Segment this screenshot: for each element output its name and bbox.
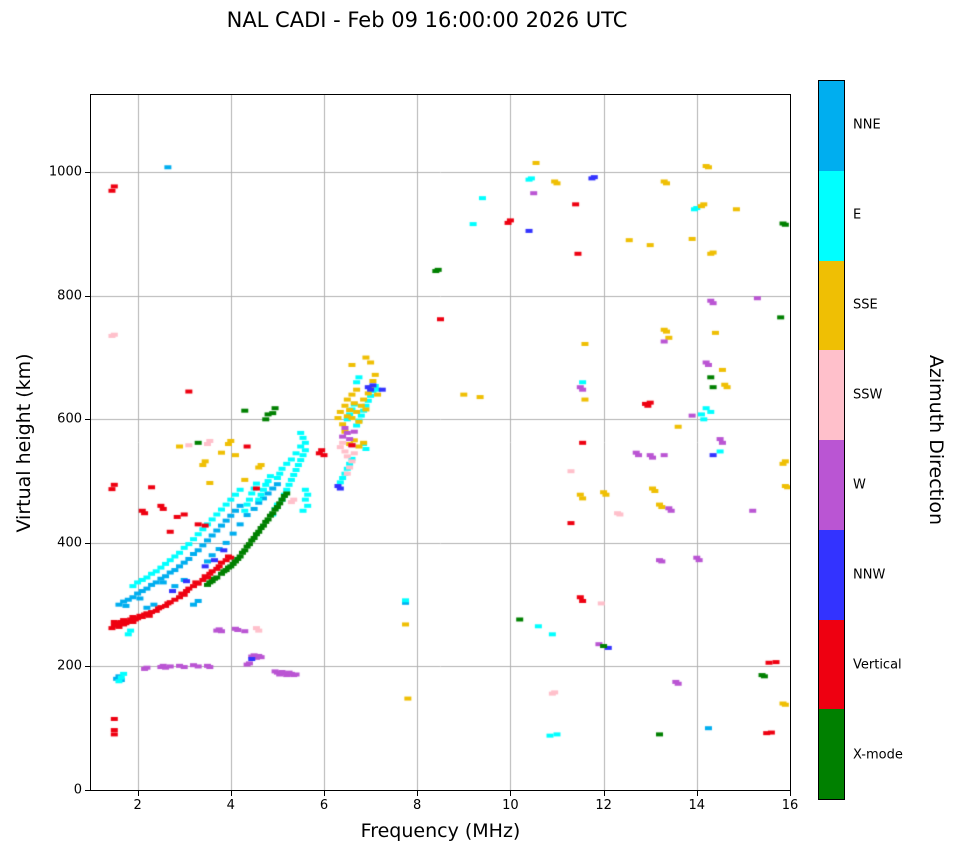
y-tick-label: 200 (57, 658, 82, 674)
x-tick-label: 12 (595, 798, 612, 813)
x-tick-mark (790, 791, 791, 796)
x-tick-label: 8 (413, 798, 422, 813)
colorbar-tick-label: SSW (853, 387, 883, 403)
colorbar (818, 80, 845, 800)
y-tick-mark (85, 172, 90, 174)
y-tick-mark (85, 295, 90, 297)
x-tick-mark (603, 791, 605, 796)
colorbar-tick-label: Vertical (853, 657, 902, 673)
y-tick-mark (85, 542, 90, 544)
x-tick-label: 4 (226, 798, 235, 813)
x-tick-mark (137, 791, 139, 796)
colorbar-segment-nnw (819, 529, 844, 620)
y-tick-label: 0 (73, 782, 82, 798)
x-tick-mark (696, 791, 698, 796)
y-tick-label: 1000 (48, 164, 82, 180)
y-tick-label: 600 (57, 411, 82, 427)
x-tick-label: 6 (319, 798, 329, 813)
x-tick-mark (417, 791, 419, 796)
x-tick-mark (230, 791, 232, 796)
colorbar-tick-label: W (853, 477, 866, 493)
plot-area (90, 94, 791, 791)
colorbar-segment-vertical (819, 619, 844, 710)
x-tick-mark (510, 791, 512, 796)
y-tick-mark (85, 790, 90, 791)
scatter-canvas (91, 95, 790, 790)
y-tick-label: 800 (57, 288, 82, 304)
x-axis-label: Frequency (MHz) (360, 820, 521, 842)
y-axis-label: Virtual height (km) (13, 353, 35, 533)
colorbar-tick-label: NNW (853, 567, 886, 583)
colorbar-segment-ssw (819, 350, 844, 440)
chart-title: NAL CADI - Feb 09 16:00:00 2026 UTC (226, 8, 628, 32)
x-tick-label: 16 (781, 798, 799, 813)
colorbar-segment-x-mode (819, 709, 844, 799)
colorbar-segment-w (819, 440, 844, 530)
y-tick-mark (85, 666, 90, 668)
y-tick-label: 400 (57, 535, 82, 551)
y-tick-mark (85, 419, 90, 421)
colorbar-tick-label: NNE (853, 117, 881, 133)
colorbar-segment-nne (819, 81, 844, 171)
colorbar-tick-label: E (853, 207, 862, 223)
x-tick-label: 10 (502, 798, 519, 813)
x-tick-mark (324, 791, 325, 796)
colorbar-segment-sse (819, 260, 844, 351)
colorbar-axis-label: Azimuth Direction (925, 354, 947, 526)
colorbar-tick-label: SSE (853, 297, 878, 313)
x-tick-label: 14 (688, 798, 706, 813)
colorbar-segment-e (819, 170, 844, 261)
x-tick-label: 2 (133, 798, 142, 813)
colorbar-tick-label: X-mode (853, 747, 903, 763)
